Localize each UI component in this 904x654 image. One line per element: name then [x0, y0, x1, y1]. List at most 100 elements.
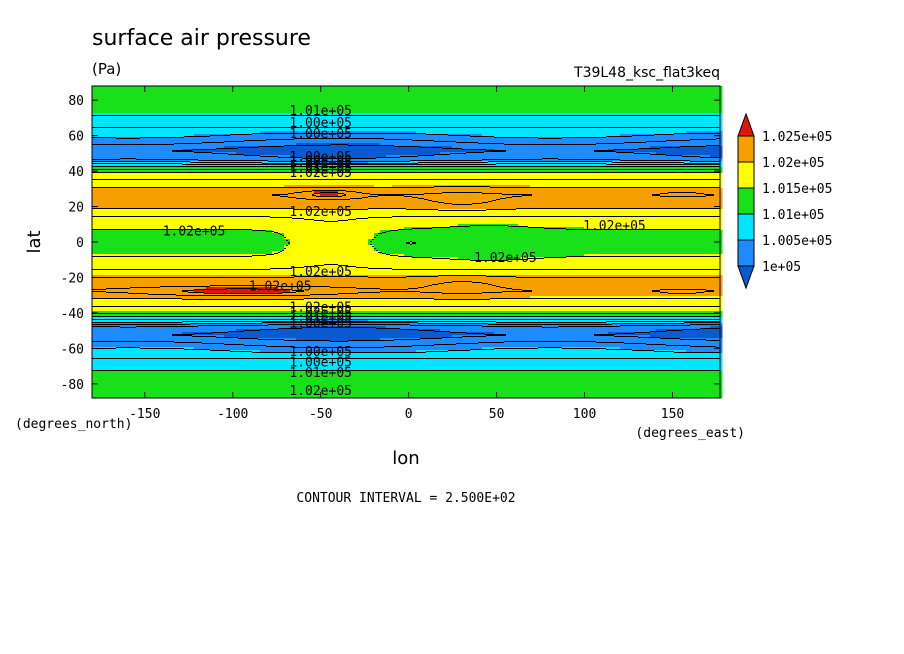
field-cell	[452, 110, 459, 114]
field-cell	[152, 203, 159, 207]
field-cell	[104, 116, 111, 120]
field-cell	[602, 179, 609, 183]
field-cell	[386, 137, 393, 141]
field-cell	[176, 176, 183, 180]
field-cell	[104, 101, 111, 105]
field-cell	[260, 170, 267, 174]
field-cell	[686, 110, 693, 114]
field-cell	[122, 122, 129, 126]
field-cell	[338, 209, 345, 213]
field-cell	[284, 137, 291, 141]
field-cell	[614, 179, 621, 183]
field-cell	[578, 170, 585, 174]
field-cell	[338, 134, 345, 138]
field-cell	[488, 104, 495, 108]
field-cell	[686, 212, 693, 216]
field-cell	[374, 188, 381, 192]
field-cell	[530, 185, 537, 189]
field-cell	[386, 86, 393, 90]
field-cell	[326, 179, 333, 183]
field-cell	[314, 155, 321, 159]
field-cell	[176, 170, 183, 174]
field-cell	[266, 110, 273, 114]
field-cell	[488, 203, 495, 207]
field-cell	[356, 110, 363, 114]
field-cell	[254, 164, 261, 168]
field-cell	[626, 158, 633, 162]
field-cell	[128, 146, 135, 150]
field-cell	[290, 158, 297, 162]
field-cell	[110, 128, 117, 132]
field-cell	[602, 119, 609, 123]
field-cell	[470, 194, 477, 198]
field-cell	[116, 131, 123, 135]
field-cell	[470, 212, 477, 216]
field-cell	[620, 164, 627, 168]
field-cell	[428, 134, 435, 138]
field-cell	[530, 206, 537, 210]
field-cell	[236, 134, 243, 138]
field-cell	[320, 170, 327, 174]
field-cell	[716, 113, 723, 117]
field-cell	[686, 224, 693, 228]
field-cell	[500, 86, 507, 90]
field-cell	[398, 125, 405, 129]
field-cell	[152, 212, 159, 216]
field-cell	[284, 107, 291, 111]
field-cell	[332, 173, 339, 177]
field-cell	[116, 140, 123, 144]
field-cell	[302, 119, 309, 123]
field-cell	[524, 173, 531, 177]
field-cell	[194, 167, 201, 171]
field-cell	[614, 128, 621, 132]
field-cell	[368, 164, 375, 168]
field-cell	[620, 92, 627, 96]
field-cell	[146, 107, 153, 111]
field-cell	[500, 92, 507, 96]
field-cell	[92, 137, 99, 141]
field-cell	[416, 110, 423, 114]
field-cell	[302, 191, 309, 195]
field-cell	[374, 113, 381, 117]
field-cell	[560, 221, 567, 225]
field-cell	[554, 203, 561, 207]
field-cell	[458, 194, 465, 198]
field-cell	[326, 176, 333, 180]
field-cell	[338, 107, 345, 111]
field-cell	[572, 179, 579, 183]
field-cell	[380, 104, 387, 108]
field-cell	[572, 116, 579, 120]
field-cell	[122, 104, 129, 108]
field-cell	[458, 206, 465, 210]
field-cell	[494, 179, 501, 183]
field-cell	[704, 86, 711, 90]
field-cell	[356, 185, 363, 189]
field-cell	[518, 185, 525, 189]
field-cell	[650, 125, 657, 129]
field-cell	[212, 155, 219, 159]
field-cell	[638, 92, 645, 96]
field-cell	[596, 86, 603, 90]
field-cell	[146, 128, 153, 132]
field-cell	[566, 176, 573, 180]
field-cell	[632, 155, 639, 159]
field-cell	[530, 155, 537, 159]
field-cell	[494, 146, 501, 150]
field-cell	[482, 134, 489, 138]
field-cell	[404, 176, 411, 180]
field-cell	[188, 191, 195, 195]
field-cell	[92, 182, 99, 186]
field-cell	[416, 107, 423, 111]
field-cell	[128, 209, 135, 213]
field-cell	[566, 119, 573, 123]
field-cell	[302, 212, 309, 216]
field-cell	[266, 182, 273, 186]
field-cell	[278, 170, 285, 174]
field-cell	[152, 149, 159, 153]
field-cell	[272, 140, 279, 144]
field-cell	[614, 221, 621, 225]
field-cell	[470, 164, 477, 168]
field-cell	[656, 107, 663, 111]
field-cell	[398, 98, 405, 102]
field-cell	[182, 146, 189, 150]
